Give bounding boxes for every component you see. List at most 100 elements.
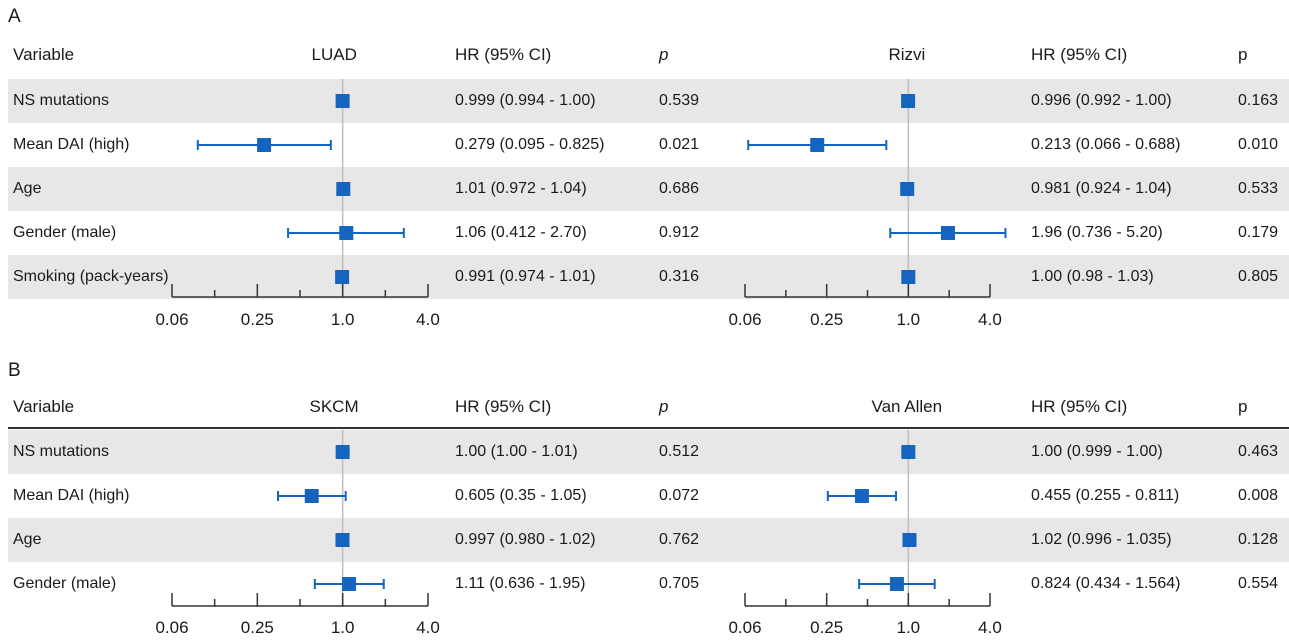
hr-marker bbox=[335, 533, 350, 547]
hr-ci-text: 1.11 (0.636 - 1.95) bbox=[455, 575, 586, 592]
x-tick-label: 0.25 bbox=[241, 310, 274, 329]
hr-ci-text: 0.605 (0.35 - 1.05) bbox=[455, 487, 587, 504]
variable-label: Gender (male) bbox=[13, 575, 117, 592]
x-tick-label: 0.06 bbox=[155, 310, 188, 329]
study-title: LUAD bbox=[311, 45, 357, 64]
header-hr: HR (95% CI) bbox=[455, 397, 552, 416]
p-value: 0.686 bbox=[659, 180, 700, 197]
hr-marker bbox=[342, 577, 357, 591]
row-band bbox=[8, 167, 1289, 211]
p-value: 0.163 bbox=[1238, 92, 1279, 109]
p-value: 0.912 bbox=[659, 224, 700, 241]
hr-ci-text: 1.00 (0.999 - 1.00) bbox=[1031, 443, 1163, 460]
p-value: 0.762 bbox=[659, 531, 700, 548]
x-tick-label: 0.06 bbox=[728, 618, 761, 637]
panel-letter-A: A bbox=[8, 6, 21, 27]
variable-label: NS mutations bbox=[13, 92, 110, 109]
p-value: 0.554 bbox=[1238, 575, 1279, 592]
hr-marker bbox=[335, 94, 350, 108]
hr-ci-text: 0.997 (0.980 - 1.02) bbox=[455, 531, 596, 548]
header-hr: HR (95% CI) bbox=[1031, 45, 1128, 64]
p-value: 0.010 bbox=[1238, 136, 1279, 153]
hr-ci-text: 1.00 (0.98 - 1.03) bbox=[1031, 268, 1154, 285]
header-p: p bbox=[659, 45, 669, 64]
hr-marker bbox=[336, 182, 351, 196]
p-value: 0.128 bbox=[1238, 531, 1279, 548]
hr-ci-text: 1.00 (1.00 - 1.01) bbox=[455, 443, 578, 460]
x-tick-label: 4.0 bbox=[416, 618, 440, 637]
hr-marker bbox=[335, 445, 350, 459]
hr-marker bbox=[304, 489, 319, 503]
hr-marker bbox=[901, 270, 916, 284]
hr-ci-text: 0.824 (0.434 - 1.564) bbox=[1031, 575, 1181, 592]
x-tick-label: 0.25 bbox=[810, 618, 843, 637]
hr-marker bbox=[901, 94, 916, 108]
hr-ci-text: 0.279 (0.095 - 0.825) bbox=[455, 136, 605, 153]
hr-marker bbox=[335, 270, 350, 284]
hr-marker bbox=[810, 138, 825, 152]
variable-label: Age bbox=[13, 180, 42, 197]
x-tick-label: 1.0 bbox=[331, 618, 355, 637]
header-p: p bbox=[1238, 397, 1248, 416]
x-tick-label: 0.25 bbox=[241, 618, 274, 637]
p-value: 0.179 bbox=[1238, 224, 1279, 241]
hr-ci-text: 1.06 (0.412 - 2.70) bbox=[455, 224, 587, 241]
variable-label: Gender (male) bbox=[13, 224, 117, 241]
x-tick-label: 1.0 bbox=[897, 618, 921, 637]
header-hr: HR (95% CI) bbox=[1031, 397, 1128, 416]
x-tick-label: 4.0 bbox=[978, 618, 1002, 637]
hr-ci-text: 0.213 (0.066 - 0.688) bbox=[1031, 136, 1181, 153]
variable-label: Smoking (pack-years) bbox=[13, 268, 169, 285]
hr-ci-text: 0.996 (0.992 - 1.00) bbox=[1031, 92, 1172, 109]
study-title: Rizvi bbox=[888, 45, 926, 64]
study-title: Van Allen bbox=[871, 397, 943, 416]
p-value: 0.072 bbox=[659, 487, 700, 504]
variable-label: Age bbox=[13, 531, 42, 548]
hr-marker bbox=[900, 182, 915, 196]
row-band bbox=[8, 430, 1289, 474]
p-value: 0.512 bbox=[659, 443, 700, 460]
variable-label: Mean DAI (high) bbox=[13, 136, 130, 153]
x-tick-label: 4.0 bbox=[416, 310, 440, 329]
hr-ci-text: 1.01 (0.972 - 1.04) bbox=[455, 180, 587, 197]
row-band bbox=[8, 255, 1289, 299]
header-rule bbox=[8, 427, 1289, 429]
p-value: 0.539 bbox=[659, 92, 700, 109]
hr-ci-text: 1.02 (0.996 - 1.035) bbox=[1031, 531, 1172, 548]
hr-marker bbox=[257, 138, 272, 152]
x-tick-label: 0.06 bbox=[728, 310, 761, 329]
p-value: 0.533 bbox=[1238, 180, 1279, 197]
header-p: p bbox=[1238, 45, 1248, 64]
p-value: 0.316 bbox=[659, 268, 700, 285]
hr-marker bbox=[901, 445, 916, 459]
p-value: 0.008 bbox=[1238, 487, 1279, 504]
row-band bbox=[8, 518, 1289, 562]
x-tick-label: 0.06 bbox=[155, 618, 188, 637]
study-title: SKCM bbox=[309, 397, 359, 416]
p-value: 0.463 bbox=[1238, 443, 1279, 460]
panel-letter-B: B bbox=[8, 360, 21, 381]
hr-ci-text: 0.999 (0.994 - 1.00) bbox=[455, 92, 596, 109]
header-p: p bbox=[659, 397, 669, 416]
x-tick-label: 1.0 bbox=[897, 310, 921, 329]
hr-marker bbox=[854, 489, 869, 503]
hr-ci-text: 0.991 (0.974 - 1.01) bbox=[455, 268, 596, 285]
hr-marker bbox=[902, 533, 917, 547]
p-value: 0.805 bbox=[1238, 268, 1279, 285]
hr-ci-text: 0.981 (0.924 - 1.04) bbox=[1031, 180, 1172, 197]
header-variable: Variable bbox=[13, 45, 75, 64]
row-band bbox=[8, 79, 1289, 123]
header-hr: HR (95% CI) bbox=[455, 45, 552, 64]
variable-label: Mean DAI (high) bbox=[13, 487, 130, 504]
hr-marker bbox=[339, 226, 354, 240]
x-tick-label: 0.25 bbox=[810, 310, 843, 329]
hr-marker bbox=[940, 226, 955, 240]
header-variable: Variable bbox=[13, 397, 75, 416]
hr-marker bbox=[889, 577, 904, 591]
p-value: 0.705 bbox=[659, 575, 700, 592]
variable-label: NS mutations bbox=[13, 443, 110, 460]
hr-ci-text: 1.96 (0.736 - 5.20) bbox=[1031, 224, 1163, 241]
x-tick-label: 1.0 bbox=[331, 310, 355, 329]
